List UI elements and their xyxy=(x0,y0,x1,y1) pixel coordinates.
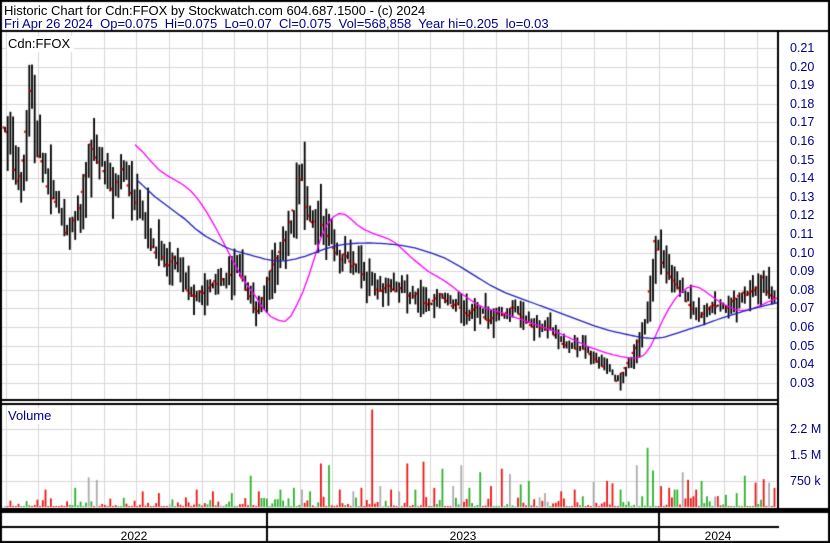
price-axis-label: 0.06 xyxy=(790,319,815,334)
price-axis-label: 0.10 xyxy=(790,245,815,260)
price-axis-label: 0.20 xyxy=(790,59,815,74)
year-label: 2023 xyxy=(449,529,477,543)
price-axis-label: 0.19 xyxy=(790,77,815,92)
quote-summary-line: Fri Apr 26 2024 Op=0.075 Hi=0.075 Lo=0.0… xyxy=(4,16,549,31)
price-axis-label: 0.04 xyxy=(790,356,815,371)
price-axis-label: 0.12 xyxy=(790,208,815,223)
volume-axis-label: 1.5 M xyxy=(790,447,822,462)
price-axis-label: 0.15 xyxy=(790,152,815,167)
price-axis-label: 0.13 xyxy=(790,189,815,204)
volume-panel-label: Volume xyxy=(7,408,56,424)
price-axis-label: 0.03 xyxy=(790,375,815,390)
chart-title-line: Historic Chart for Cdn:FFOX by Stockwatc… xyxy=(4,3,426,18)
price-axis-label: 0.21 xyxy=(790,40,815,55)
price-axis-label: 0.11 xyxy=(790,226,814,241)
price-axis-label: 0.17 xyxy=(790,115,815,130)
price-axis-label: 0.08 xyxy=(790,282,815,297)
year-label: 2022 xyxy=(120,529,148,543)
volume-axis-label: 2.2 M xyxy=(790,421,822,436)
price-axis-label: 0.14 xyxy=(790,170,815,185)
year-label: 2024 xyxy=(704,529,732,543)
symbol-label: Cdn:FFOX xyxy=(7,36,75,52)
price-axis-label: 0.05 xyxy=(790,338,815,353)
price-axis-label: 0.16 xyxy=(790,133,815,148)
price-axis-label: 0.07 xyxy=(790,301,815,316)
price-axis-label: 0.09 xyxy=(790,263,815,278)
price-axis-label: 0.18 xyxy=(790,96,815,111)
volume-axis-label: 750 k xyxy=(790,473,821,488)
